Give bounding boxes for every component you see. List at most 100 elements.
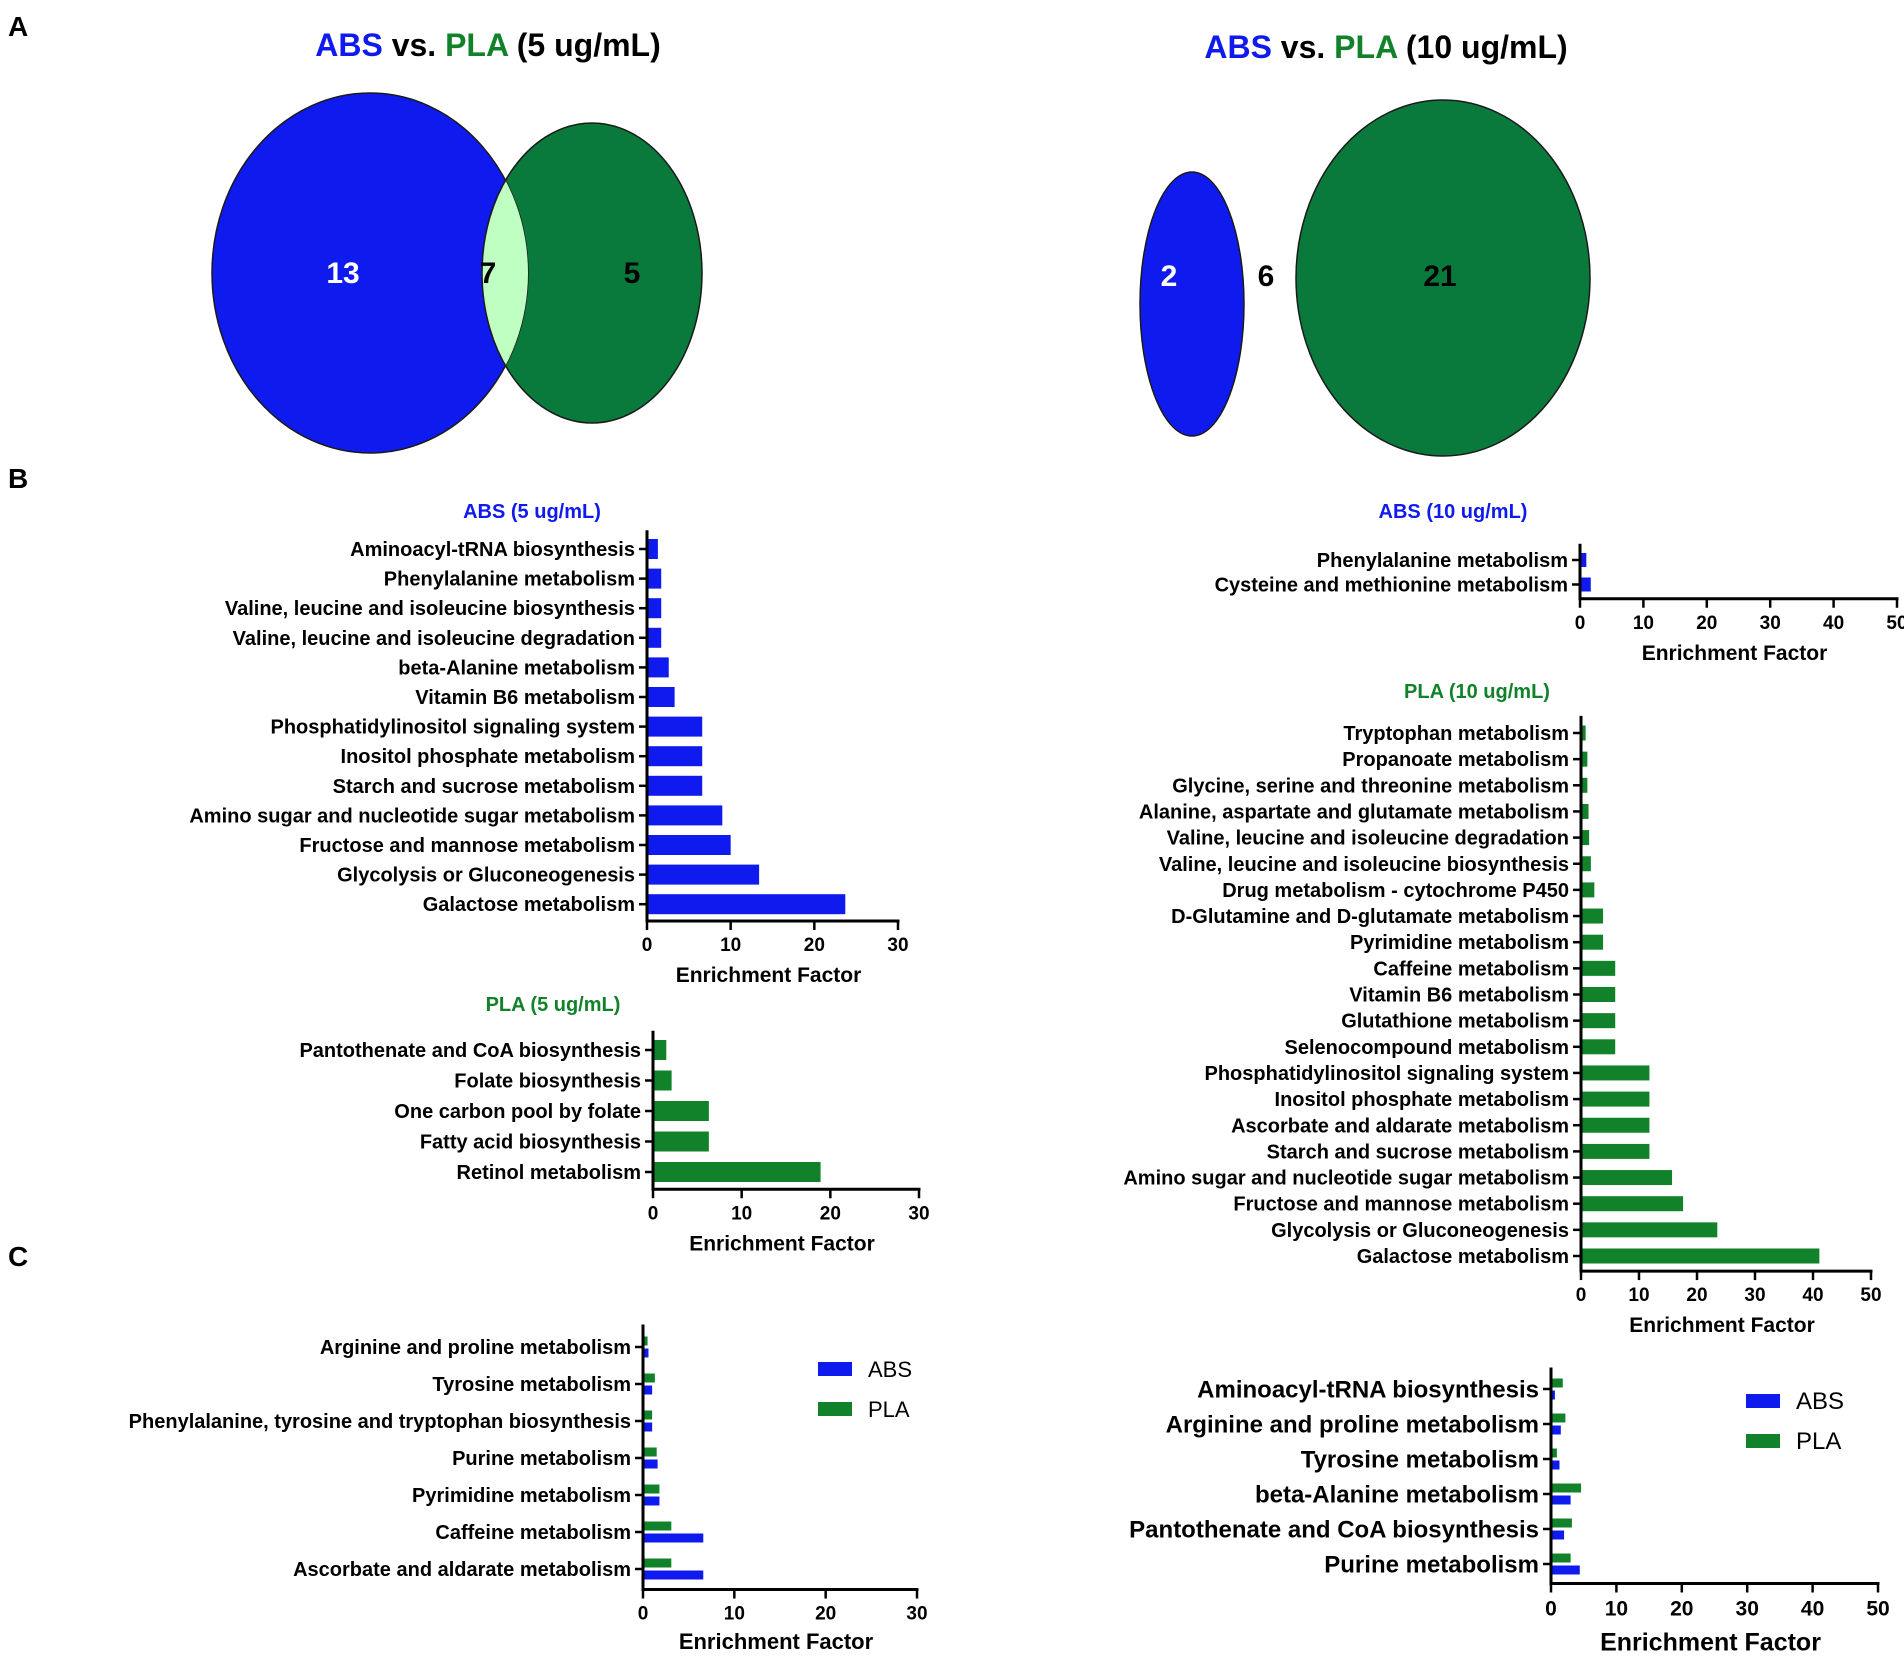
- venn-pla-circle: [1295, 99, 1591, 457]
- x-tick-label: 50: [1866, 1598, 1889, 1621]
- venn-abs-only-count: 2: [1161, 260, 1178, 293]
- x-tick-label: 50: [1886, 613, 1904, 634]
- x-tick-label: 40: [1823, 613, 1844, 634]
- bar-abs: [643, 1533, 704, 1543]
- bar-abs: [1551, 1530, 1565, 1540]
- category-label: beta-Alanine metabolism: [1255, 1481, 1539, 1508]
- bar: [1581, 856, 1591, 872]
- venn-title-conc: (5 ug/mL): [508, 27, 661, 63]
- bar: [1581, 960, 1616, 976]
- category-label: Glycine, serine and threonine metabolism: [1172, 775, 1569, 797]
- x-tick-label: 20: [820, 1203, 841, 1224]
- x-tick-label: 10: [1633, 613, 1654, 634]
- bar: [653, 1070, 672, 1091]
- bar: [1581, 751, 1588, 767]
- category-label: Fructose and mannose metabolism: [299, 835, 635, 857]
- bar: [653, 1101, 709, 1121]
- venn-5ug: ABS vs. PLA (5 ug/mL) 13 7 5: [211, 27, 703, 454]
- x-tick-label: 20: [1696, 613, 1717, 634]
- category-label: Valine, leucine and isoleucine biosynthe…: [1159, 854, 1569, 876]
- category-label: Arginine and proline metabolism: [1166, 1411, 1539, 1438]
- bar: [1581, 725, 1586, 741]
- x-tick-label: 20: [1670, 1598, 1693, 1621]
- category-label: Tyrosine metabolism: [1301, 1446, 1539, 1473]
- bar-abs: [1551, 1425, 1561, 1435]
- venn-title-10ug: ABS vs. PLA (10 ug/mL): [1204, 29, 1567, 65]
- category-label: Caffeine metabolism: [1373, 958, 1569, 980]
- bar-abs: [643, 1570, 704, 1580]
- x-axis-label: Enrichment Factor: [676, 964, 862, 987]
- bar: [647, 775, 703, 796]
- category-label: Phenylalanine metabolism: [1317, 550, 1568, 572]
- category-label: Aminoacyl-tRNA biosynthesis: [1197, 1376, 1539, 1403]
- category-label: Pantothenate and CoA biosynthesis: [299, 1040, 641, 1062]
- category-label: Phenylalanine, tyrosine and tryptophan b…: [129, 1411, 631, 1433]
- x-tick-label: 0: [638, 1604, 649, 1625]
- venn-title-vs: vs.: [383, 27, 445, 63]
- bar: [1581, 1065, 1650, 1081]
- venn-title-5ug: ABS vs. PLA (5 ug/mL): [315, 27, 661, 63]
- x-tick-label: 30: [908, 1203, 929, 1224]
- venn-overlap: [481, 122, 528, 424]
- category-label: Fructose and mannose metabolism: [1233, 1194, 1569, 1216]
- category-label: Galactose metabolism: [423, 894, 635, 916]
- x-tick-label: 0: [1575, 613, 1586, 634]
- category-label: Glycolysis or Gluconeogenesis: [337, 865, 635, 887]
- venn-title-abs: ABS: [315, 27, 383, 63]
- bar: [1581, 1196, 1684, 1212]
- x-tick-label: 10: [724, 1604, 745, 1625]
- bar: [647, 894, 846, 915]
- x-tick-label: 0: [1545, 1598, 1557, 1621]
- bar-abs: [1551, 1460, 1560, 1470]
- bar: [647, 716, 703, 737]
- category-label: Pyrimidine metabolism: [412, 1485, 631, 1507]
- category-label: Valine, leucine and isoleucine degradati…: [1167, 828, 1569, 850]
- x-axis-label: Enrichment Factor: [1642, 642, 1828, 665]
- category-label: Ascorbate and aldarate metabolism: [1231, 1115, 1569, 1137]
- x-tick-label: 0: [1576, 1285, 1587, 1306]
- bar-abs: [643, 1348, 649, 1358]
- bar: [653, 1131, 709, 1152]
- x-tick-label: 0: [648, 1203, 659, 1224]
- legend-swatch-abs: [818, 1362, 852, 1376]
- chart-abs-5ug: ABS (5 ug/mL) Aminoacyl-tRNA biosynthesis…: [189, 501, 908, 987]
- venn-pla-only-count: 5: [624, 257, 641, 290]
- venn-abs-circle: [1139, 171, 1245, 437]
- x-tick-label: 20: [1686, 1285, 1707, 1306]
- legend-swatch-pla: [1746, 1434, 1780, 1448]
- bar: [647, 568, 662, 589]
- category-label: Purine metabolism: [452, 1448, 631, 1470]
- x-tick-label: 20: [815, 1604, 836, 1625]
- bar: [1581, 803, 1589, 819]
- bar-abs: [643, 1422, 653, 1432]
- bar: [1581, 1039, 1616, 1055]
- chart-abs-10ug: ABS (10 ug/mL) Phenylalanine metabolism Cy…: [1215, 501, 1904, 665]
- bar: [1581, 1222, 1718, 1238]
- category-label: Tryptophan metabolism: [1343, 723, 1569, 745]
- venn-title-vs: vs.: [1272, 29, 1334, 65]
- bar: [647, 539, 658, 559]
- x-tick-label: 40: [1802, 1285, 1823, 1306]
- legend-label-abs: ABS: [1796, 1388, 1844, 1415]
- chart-shared-5ug: Arginine and proline metabolism Tyrosine …: [129, 1324, 928, 1654]
- category-label: Valine, leucine and isoleucine degradati…: [233, 628, 635, 650]
- category-label: Aminoacyl-tRNA biosynthesis: [350, 539, 635, 561]
- bar: [1581, 908, 1604, 924]
- category-label: One carbon pool by folate: [394, 1101, 641, 1123]
- x-axis-label: Enrichment Factor: [1600, 1629, 1821, 1657]
- x-axis-label: Enrichment Factor: [679, 1629, 874, 1654]
- x-tick-label: 30: [1744, 1285, 1765, 1306]
- category-label: Tyrosine metabolism: [432, 1374, 631, 1396]
- x-tick-label: 50: [1860, 1285, 1881, 1306]
- x-tick-label: 0: [642, 935, 653, 956]
- category-label: Fatty acid biosynthesis: [420, 1132, 641, 1154]
- bar: [653, 1040, 667, 1060]
- category-label: Glutathione metabolism: [1341, 1011, 1569, 1033]
- category-label: Retinol metabolism: [457, 1162, 641, 1184]
- x-tick-label: 40: [1801, 1598, 1824, 1621]
- chart-title: ABS (10 ug/mL): [1379, 501, 1528, 523]
- category-label: Starch and sucrose metabolism: [1267, 1141, 1569, 1163]
- chart-pla-10ug: PLA (10 ug/mL) Tryptophan metabolism Propa…: [1123, 681, 1881, 1337]
- bar-pla: [643, 1336, 648, 1346]
